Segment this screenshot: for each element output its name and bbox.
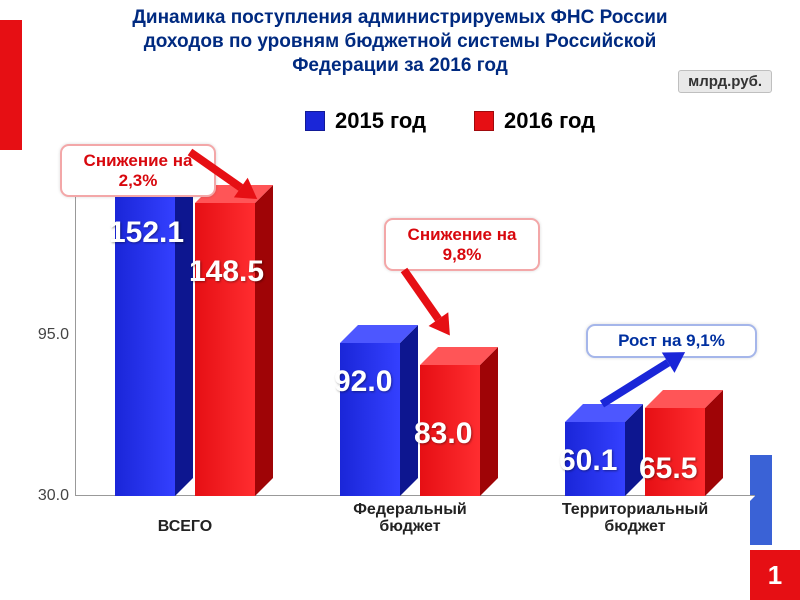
unit-badge: млрд.руб. bbox=[678, 70, 772, 93]
legend-swatch-2016 bbox=[474, 111, 494, 131]
legend: 2015 год 2016 год bbox=[305, 108, 595, 134]
legend-label-2015: 2015 год bbox=[335, 108, 426, 134]
legend-item-2015: 2015 год bbox=[305, 108, 426, 134]
legend-item-2016: 2016 год bbox=[474, 108, 595, 134]
chart-stage: { "title": { "line1": "Динамика поступле… bbox=[0, 0, 800, 600]
page-number-badge: 1 bbox=[750, 550, 800, 600]
y-tick: 95.0 bbox=[21, 326, 69, 344]
left-red-accent bbox=[0, 20, 22, 150]
page-number: 1 bbox=[768, 560, 782, 591]
y-tick: 30.0 bbox=[21, 487, 69, 505]
category-label: Федеральныйбюджет bbox=[320, 501, 500, 536]
chart-title: Динамика поступления администрируемых ФН… bbox=[50, 6, 750, 77]
title-line-3: Федерации за 2016 год bbox=[292, 55, 508, 76]
legend-label-2016: 2016 год bbox=[504, 108, 595, 134]
title-line-2: доходов по уровням бюджетной системы Рос… bbox=[144, 31, 657, 52]
category-label: ВСЕГО bbox=[95, 518, 275, 536]
y-axis bbox=[75, 150, 76, 496]
callout-c2: Снижение на9,8% bbox=[384, 218, 540, 271]
unit-label: млрд.руб. bbox=[688, 73, 762, 90]
title-line-1: Динамика поступления администрируемых ФН… bbox=[132, 7, 667, 28]
legend-swatch-2015 bbox=[305, 111, 325, 131]
category-label: Территориальныйбюджет bbox=[545, 501, 725, 536]
